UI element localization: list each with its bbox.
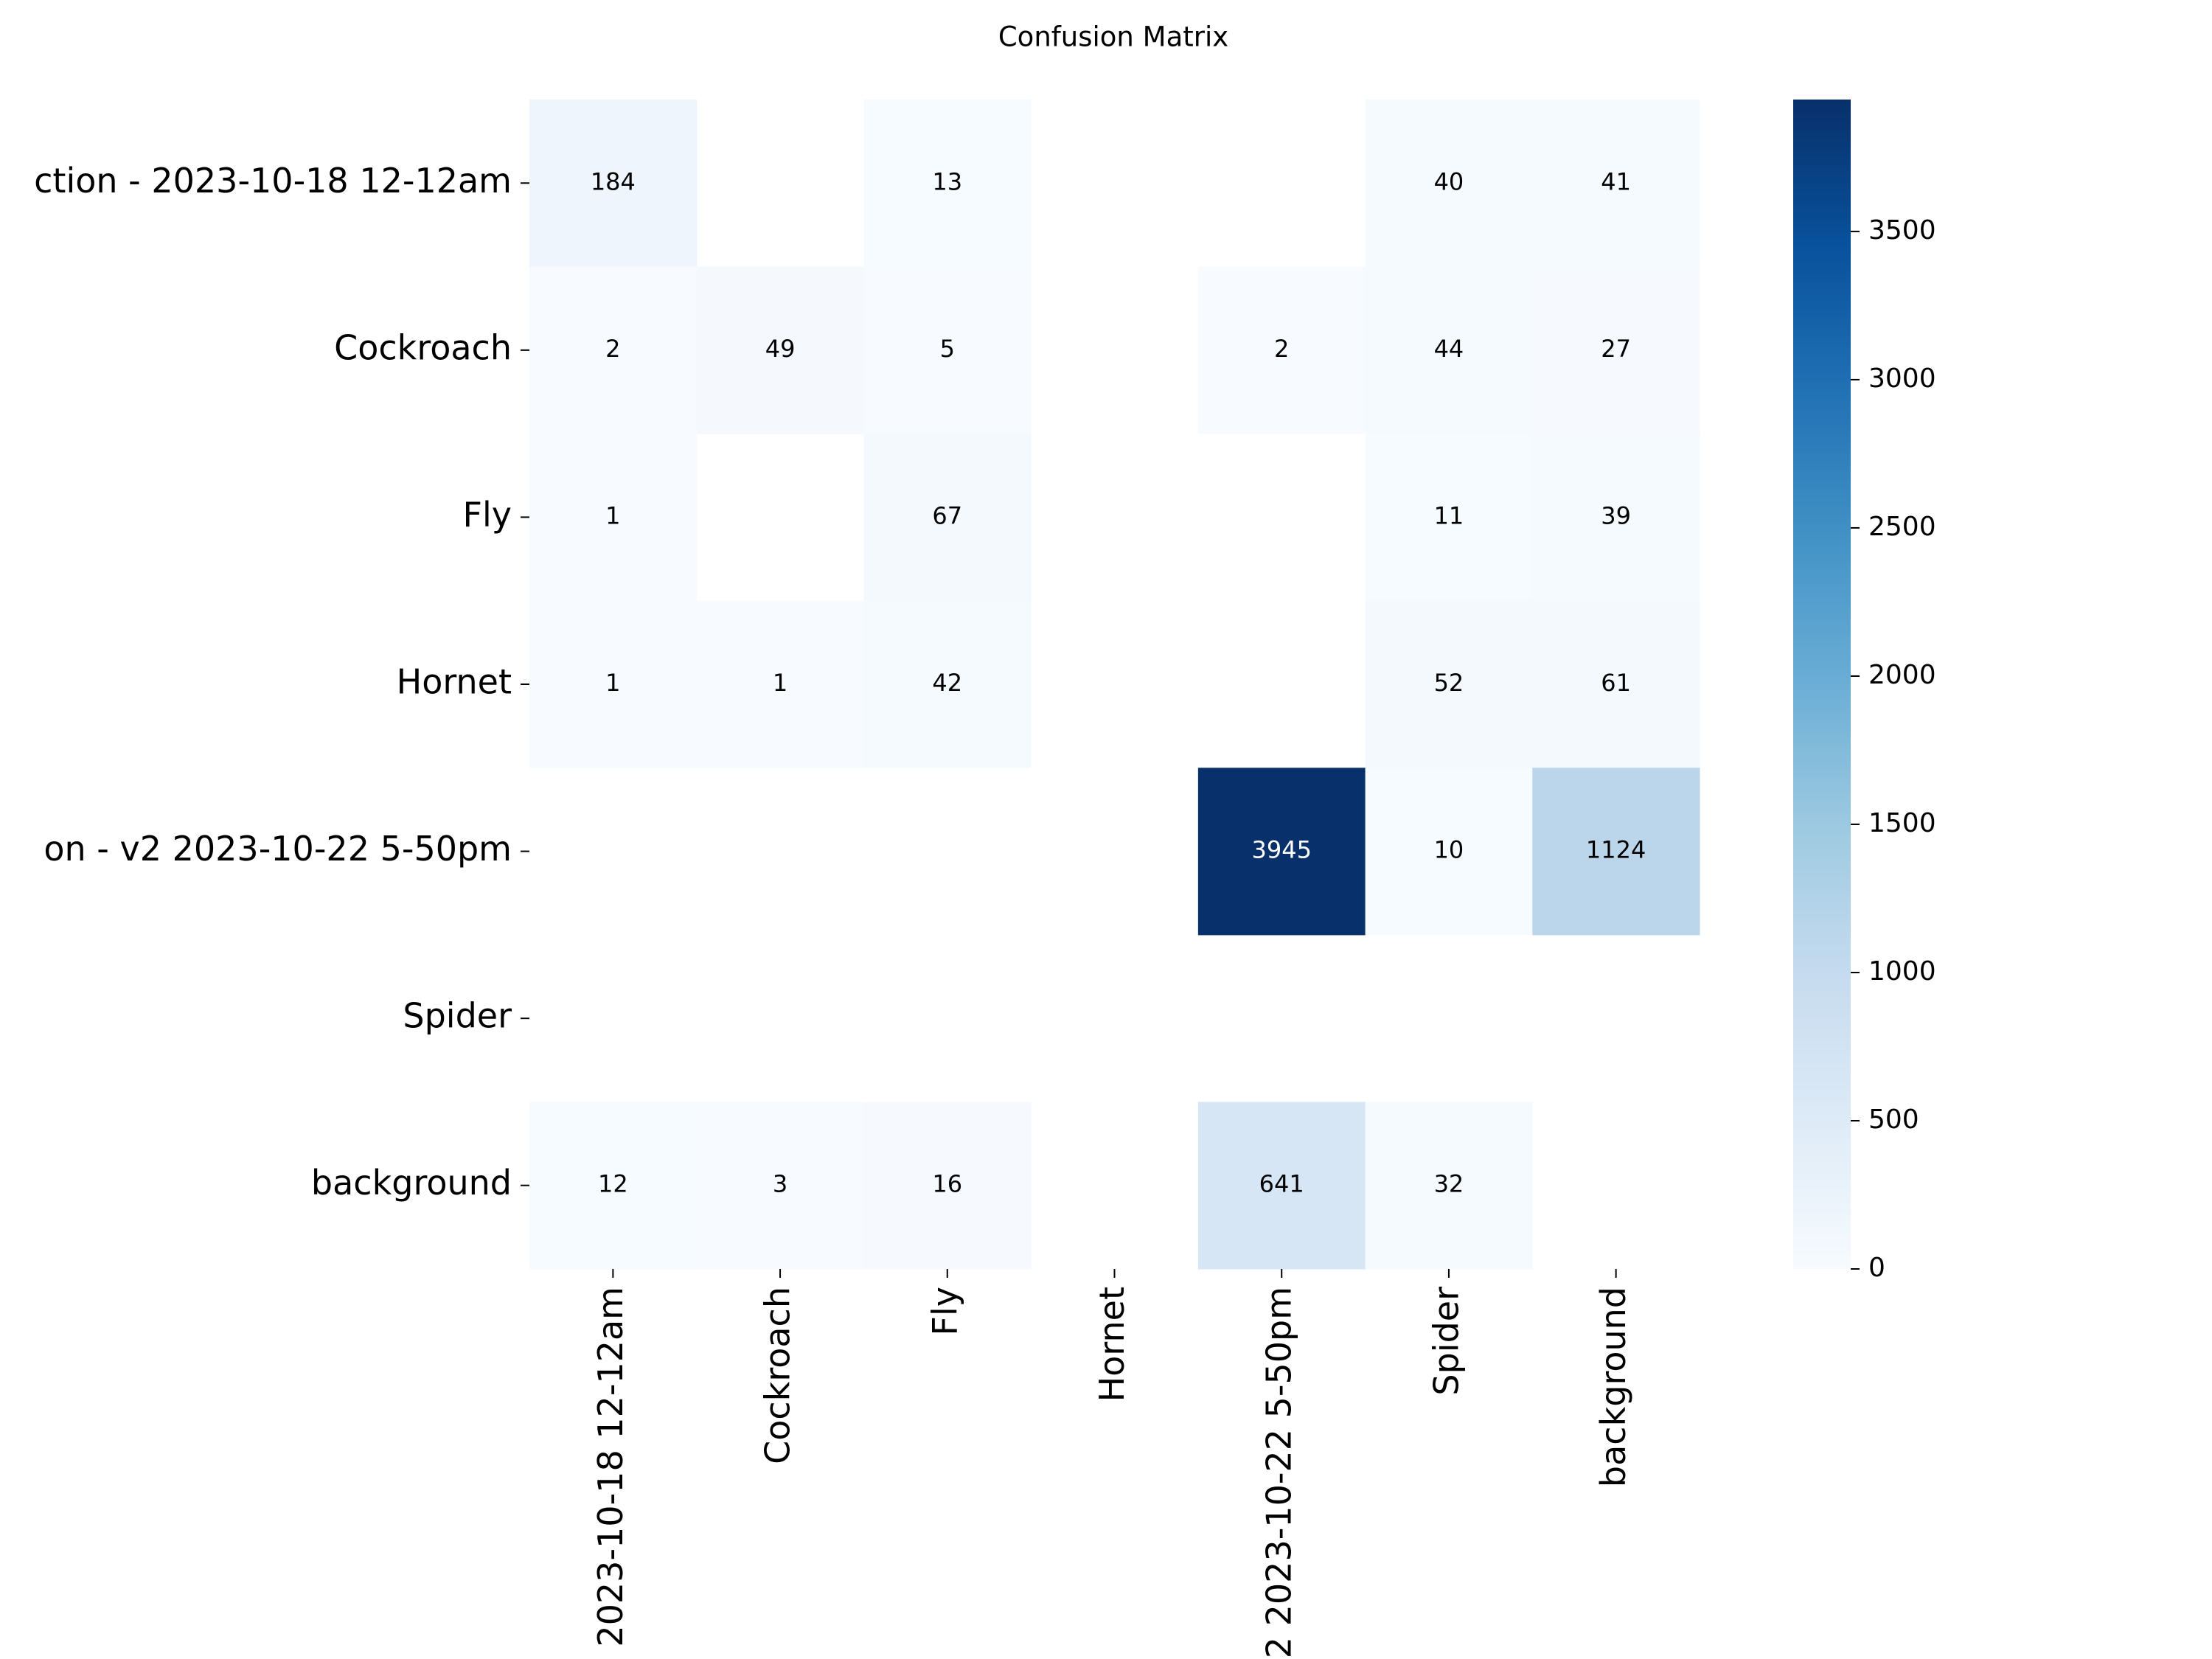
cell-label: 3945	[1251, 836, 1311, 864]
chart-title: Confusion Matrix	[998, 21, 1228, 53]
heatmap-cell	[529, 600, 698, 768]
heatmap-cell	[1365, 100, 1533, 268]
colorbar-tick-label: 0	[1868, 1253, 1885, 1283]
colorbar-tick-label: 3500	[1868, 215, 1936, 246]
cell-label: 44	[1434, 335, 1464, 363]
cell-label: 12	[598, 1170, 628, 1198]
colorbar-tick-label: 1500	[1868, 808, 1936, 838]
cell-label: 13	[932, 167, 962, 195]
heatmap-cell	[1365, 768, 1533, 936]
heatmap-cell	[529, 266, 698, 434]
heatmap-cell	[863, 434, 1032, 602]
y-tick-label: ction - 2023-10-18 12-12am	[34, 161, 512, 201]
y-tick-label: Hornet	[397, 662, 512, 702]
heatmap-cell	[696, 1102, 864, 1270]
cell-label: 10	[1434, 836, 1464, 864]
cell-label: 1	[605, 501, 620, 529]
heatmap-cell	[1365, 1102, 1533, 1270]
cell-label: 1	[605, 669, 620, 697]
x-tick-label: Fly	[925, 1287, 964, 1335]
x-tick-label: background	[1593, 1287, 1633, 1487]
heatmap-cell	[1197, 266, 1366, 434]
cell-label: 1124	[1586, 836, 1646, 864]
heatmap-cell	[1532, 768, 1700, 936]
cell-label: 67	[932, 501, 962, 529]
cell-label: 32	[1434, 1170, 1464, 1198]
cell-label: 41	[1601, 167, 1631, 195]
heatmap-cell	[1532, 434, 1700, 602]
heatmap-cell	[1532, 266, 1700, 434]
cell-label: 11	[1434, 501, 1464, 529]
heatmap-cell	[1532, 600, 1700, 768]
y-tick-label: Spider	[403, 996, 512, 1036]
heatmap-cell	[1365, 434, 1533, 602]
colorbar-tick-label: 3000	[1868, 364, 1936, 394]
heatmap-cell	[529, 1102, 698, 1270]
x-tick-label: Cockroach	[758, 1287, 798, 1464]
cell-label: 61	[1601, 669, 1631, 697]
cell-label: 40	[1434, 167, 1464, 195]
cell-label: 16	[932, 1170, 962, 1198]
cell-label: 641	[1259, 1170, 1304, 1198]
heatmap-cell	[1197, 768, 1366, 936]
colorbar-tick-label: 500	[1868, 1105, 1919, 1135]
cell-label: 27	[1601, 335, 1631, 363]
heatmap-cell	[529, 434, 698, 602]
heatmap-cell	[1532, 100, 1700, 268]
y-tick-label: Cockroach	[334, 327, 512, 367]
cell-label: 2	[1274, 335, 1289, 363]
cell-label: 5	[940, 335, 955, 363]
colorbar-tick-label: 2500	[1868, 512, 1936, 542]
cell-label: 52	[1434, 669, 1464, 697]
x-tick-label: 2 2023-10-22 5-50pm	[1259, 1287, 1299, 1658]
cell-label: 2	[605, 335, 620, 363]
heatmap-cell	[529, 100, 698, 268]
y-tick-label: background	[311, 1163, 512, 1203]
x-tick-label: Hornet	[1092, 1287, 1132, 1402]
colorbar	[1793, 100, 1851, 1269]
heatmap-cell	[696, 266, 864, 434]
y-tick-label: Fly	[463, 495, 512, 535]
heatmap-cell	[1365, 600, 1533, 768]
cell-label: 3	[773, 1170, 787, 1198]
x-tick-label: Spider	[1426, 1287, 1466, 1396]
heatmap-cell	[863, 100, 1032, 268]
heatmap-cell	[1365, 266, 1533, 434]
y-tick-label: on - v2 2023-10-22 5-50pm	[44, 829, 512, 869]
heatmap-cell	[863, 600, 1032, 768]
colorbar-tick-label: 1000	[1868, 956, 1936, 987]
cell-label: 49	[765, 335, 796, 363]
cell-label: 184	[591, 167, 636, 195]
x-tick-label: 2023-10-18 12-12am	[591, 1287, 630, 1647]
heatmap-cell	[696, 600, 864, 768]
cell-label: 1	[773, 669, 787, 697]
colorbar-tick-label: 2000	[1868, 660, 1936, 690]
heatmap-cell	[863, 1102, 1032, 1270]
heatmap-cell	[1197, 1102, 1366, 1270]
cell-label: 42	[932, 669, 962, 697]
cell-label: 39	[1601, 501, 1631, 529]
heatmap-cell	[863, 266, 1032, 434]
